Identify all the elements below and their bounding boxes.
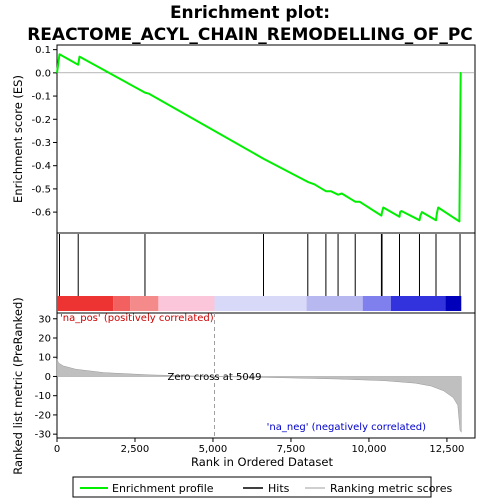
metric-x-axis-label: Rank in Ordered Dataset — [191, 455, 334, 469]
metric-y-tick-label: -20 — [35, 410, 51, 421]
legend-ranking-label: Ranking metric scores — [330, 482, 452, 495]
es-y-axis-label: Enrichment score (ES) — [11, 75, 25, 203]
es-y-tick-label: -0.5 — [31, 184, 51, 195]
metric-y-tick-label: -10 — [35, 391, 51, 402]
metric-y-tick-label: 0 — [45, 372, 51, 383]
color-bar-segment — [158, 296, 215, 311]
metric-x-tick-label: 0 — [54, 444, 60, 455]
metric-y-tick-label: 30 — [38, 314, 51, 325]
color-bar-segment — [306, 296, 363, 311]
metric-y-tick-label: -30 — [35, 430, 51, 441]
positive-correlation-label: 'na_pos' (positively correlated) — [60, 313, 214, 324]
es-y-tick-label: -0.3 — [31, 138, 51, 149]
metric-x-tick-label: 7,500 — [277, 444, 306, 455]
es-y-tick-label: -0.2 — [31, 115, 51, 126]
metric-x-tick-label: 12,500 — [429, 444, 464, 455]
es-y-tick-label: 0.1 — [35, 45, 51, 56]
hits-panel — [56, 232, 476, 314]
enrichment-profile-line — [56, 53, 462, 223]
zero-cross-label: Zero cross at 5049 — [168, 372, 262, 383]
metric-panel: 30 20 10 0 -10 -20 -30 0 2,500 5,000 7,500 10,000 1… — [11, 297, 476, 475]
legend-hits-label: Hits — [268, 482, 290, 495]
color-bar-segment — [390, 296, 446, 311]
es-y-tick-label: -0.4 — [31, 161, 51, 172]
legend-enrichment-label: Enrichment profile — [112, 482, 214, 495]
legend-frame — [72, 476, 432, 498]
hit-markers — [58, 234, 461, 296]
color-bar-segment — [130, 296, 159, 311]
metric-x-tick-label: 5,000 — [199, 444, 228, 455]
metric-y-tick-label: 20 — [38, 334, 51, 345]
color-bar-segment — [113, 296, 131, 311]
ranking-metric-area — [56, 359, 462, 434]
color-bar-segment — [214, 296, 307, 311]
negative-correlation-label: 'na_neg' (negatively correlated) — [267, 422, 426, 433]
es-panel: 0.1 0.0 -0.1 -0.2 -0.3 -0.4 -0.5 -0.6 Enrichmen… — [11, 44, 476, 234]
es-panel-frame — [56, 44, 476, 234]
color-bar-segment — [362, 296, 391, 311]
metric-y-tick-label: 10 — [38, 353, 51, 364]
plot-title: Enrichment plot: — [170, 3, 330, 23]
rank-color-bar — [57, 296, 462, 311]
metric-x-tick-label: 2,500 — [121, 444, 150, 455]
plot-subtitle: REACTOME_ACYL_CHAIN_REMODELLING_OF_PC — [27, 25, 473, 45]
color-bar-segment — [57, 296, 114, 311]
metric-y-axis: 30 20 10 0 -10 -20 -30 — [35, 314, 57, 441]
es-y-tick-label: -0.6 — [31, 208, 51, 219]
es-y-tick-label: 0.0 — [35, 68, 51, 79]
es-y-tick-label: -0.1 — [31, 92, 51, 103]
legend: Enrichment profile Hits Ranking metric s… — [72, 476, 452, 498]
metric-x-axis: 0 2,500 5,000 7,500 10,000 12,500 — [54, 438, 464, 455]
color-bar-segment — [445, 296, 462, 311]
es-y-axis: 0.1 0.0 -0.1 -0.2 -0.3 -0.4 -0.5 -0.6 — [31, 45, 57, 219]
metric-x-tick-label: 10,000 — [351, 444, 386, 455]
metric-y-axis-label: Ranked list metric (PreRanked) — [11, 297, 25, 475]
